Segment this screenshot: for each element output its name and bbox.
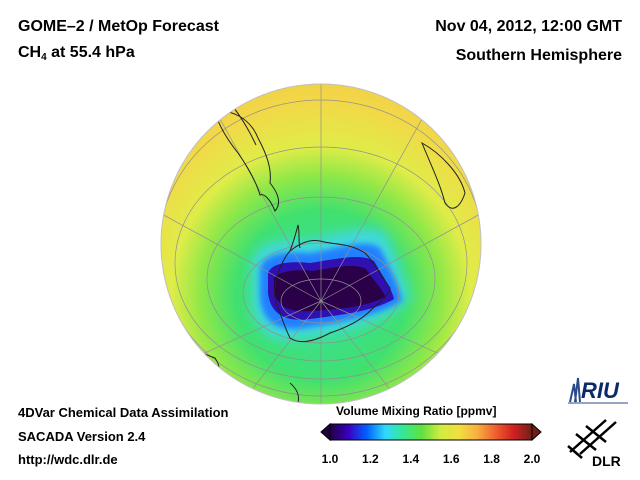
- footer-url[interactable]: http://wdc.dlr.de: [18, 452, 118, 467]
- colorbar-tick-3: 1.6: [442, 452, 460, 466]
- region-label: Southern Hemisphere: [455, 47, 622, 64]
- species-subscript: 4: [41, 52, 47, 63]
- colorbar-tick-5: 2.0: [523, 452, 541, 466]
- colorbar: [320, 422, 542, 442]
- dlr-logo: DLR: [567, 419, 621, 468]
- footer-method: 4DVar Chemical Data Assimilation: [18, 405, 229, 420]
- antarctic-peninsula: [289, 224, 301, 252]
- colorbar-tick-4: 1.8: [483, 452, 500, 466]
- colorbar-body: [329, 423, 533, 441]
- south-america-coast: [214, 111, 280, 212]
- colorbar-tick-0: 1.0: [321, 452, 339, 466]
- antarctica-coast: [274, 240, 391, 343]
- map-subtitle: CH4 at 55.4 hPa: [18, 44, 135, 63]
- species-label: CH: [18, 44, 42, 61]
- globe-map: [160, 83, 482, 405]
- riu-logo: RIU: [568, 377, 628, 404]
- colorbar-tick-2: 1.4: [402, 452, 420, 466]
- colorbar-title: Volume Mixing Ratio [ppmv]: [336, 404, 497, 418]
- map-title: GOME–2 / MetOp Forecast: [18, 18, 219, 35]
- new-zealand-coast: [289, 382, 299, 404]
- colorbar-low-arrow: [320, 422, 331, 442]
- footer-version: SACADA Version 2.4: [18, 429, 146, 444]
- vortex-core: [274, 265, 385, 312]
- forecast-date: Nov 04, 2012, 12:00 GMT: [435, 18, 622, 35]
- dlr-logo-text: DLR: [592, 453, 621, 468]
- coastlines: [179, 102, 466, 404]
- colorbar-high-arrow: [531, 422, 542, 442]
- africa-coast: [421, 141, 466, 209]
- riu-logo-text: RIU: [581, 378, 620, 403]
- colorbar-tick-1: 1.2: [362, 452, 379, 466]
- pressure-level: at 55.4 hPa: [46, 44, 135, 61]
